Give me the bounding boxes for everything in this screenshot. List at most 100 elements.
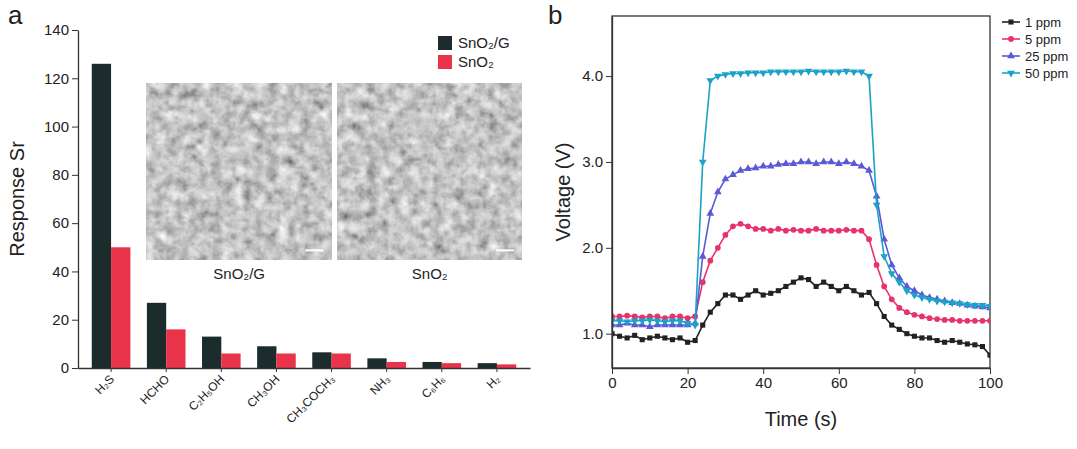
marker	[745, 223, 751, 229]
y-tick-mark	[72, 78, 78, 79]
marker	[640, 337, 645, 342]
marker	[866, 290, 871, 295]
marker	[774, 160, 782, 167]
y-tick-label: 140	[44, 21, 69, 38]
y-tick-label: 60	[52, 214, 69, 231]
marker	[980, 344, 985, 349]
y-tick-mark	[72, 127, 78, 128]
lines	[612, 69, 990, 358]
x-tick: HCHO	[137, 368, 172, 407]
marker	[715, 301, 720, 306]
marker	[874, 301, 879, 306]
marker	[623, 319, 631, 326]
panel-letter: b	[548, 0, 562, 30]
x-tick: 40	[755, 368, 772, 391]
marker	[661, 319, 669, 326]
bar	[257, 346, 276, 368]
marker	[729, 170, 737, 177]
marker	[791, 227, 797, 233]
x-tick-label: C₆H₆	[419, 372, 448, 401]
x-tick: H₂S	[92, 368, 117, 397]
marker	[798, 228, 804, 234]
y-tick: 1.0	[582, 325, 612, 342]
legend: 1 ppm5 ppm25 ppm50 ppm	[1002, 15, 1068, 81]
marker	[693, 338, 698, 343]
marker	[723, 232, 729, 238]
marker	[843, 227, 849, 233]
y-tick-label: 3.0	[582, 153, 603, 170]
x-tick-mark	[221, 368, 222, 372]
marker	[625, 335, 630, 340]
y-tick: 80	[52, 166, 78, 183]
x-tick-label: NH₃	[367, 372, 393, 398]
y-tick: 2.0	[582, 239, 612, 256]
marker	[797, 70, 805, 77]
marker	[972, 342, 977, 347]
marker	[790, 159, 798, 166]
legend-label: 1 ppm	[1025, 15, 1061, 30]
bar	[332, 354, 351, 368]
marker	[798, 275, 803, 280]
marker	[708, 310, 713, 315]
series-line	[612, 278, 990, 355]
marker	[723, 292, 728, 297]
marker	[782, 159, 790, 166]
y-tick: 20	[52, 311, 78, 328]
marker	[797, 157, 805, 164]
marker	[979, 303, 987, 310]
x-tick-label: H₂	[484, 372, 504, 392]
bar	[478, 363, 497, 368]
marker	[738, 221, 744, 227]
marker	[895, 280, 903, 287]
marker	[714, 74, 722, 81]
marker	[632, 314, 638, 320]
marker	[957, 318, 963, 324]
marker	[752, 70, 760, 77]
y-tick-label: 0	[61, 359, 69, 376]
bar	[497, 364, 516, 368]
legend-marker	[1008, 36, 1014, 42]
plot-frame	[612, 16, 990, 368]
marker	[655, 334, 660, 339]
legend-swatch	[438, 36, 452, 50]
x-tick-label: 100	[978, 374, 1003, 391]
marker	[706, 78, 714, 85]
marker	[858, 70, 866, 77]
marker	[919, 335, 924, 340]
y-tick: 4.0	[582, 67, 612, 84]
marker	[753, 226, 759, 232]
inset-label: SnO₂/G	[213, 265, 265, 282]
legend-label: SnO₂	[458, 53, 494, 70]
x-tick-label: C₂H₅OH	[186, 372, 228, 414]
inset-image	[337, 83, 522, 259]
marker	[912, 312, 918, 318]
marker	[836, 288, 841, 293]
marker	[616, 319, 624, 326]
marker	[904, 309, 910, 315]
marker	[987, 318, 990, 324]
marker	[685, 315, 691, 321]
x-tick: CH₃OH	[244, 368, 282, 410]
marker	[934, 316, 940, 322]
marker	[948, 301, 956, 308]
x-tick: C₂H₅OH	[186, 368, 228, 414]
marker	[638, 319, 646, 326]
x-axis: H₂SHCHOC₂H₅OHCH₃OHCH₃COCH₃NH₃C₆H₆H₂	[79, 368, 531, 426]
x-axis-line	[79, 368, 531, 369]
marker	[783, 228, 789, 234]
marker	[653, 319, 661, 326]
marker	[972, 318, 978, 324]
legend-marker	[1007, 52, 1015, 59]
marker	[760, 226, 766, 232]
x-tick-mark	[496, 368, 497, 372]
chart-root: aSnO₂/GSnO₂H₂SHCHOC₂H₅OHCH₃OHCH₃COCH₃NH₃…	[0, 0, 1077, 449]
x-tick-label: 20	[680, 374, 697, 391]
marker	[957, 340, 962, 345]
marker	[812, 70, 820, 77]
marker	[850, 70, 858, 77]
marker	[737, 166, 745, 173]
bar	[166, 329, 185, 368]
marker	[805, 69, 813, 76]
marker	[805, 157, 813, 164]
x-tick-label: CH₃OH	[244, 372, 282, 410]
